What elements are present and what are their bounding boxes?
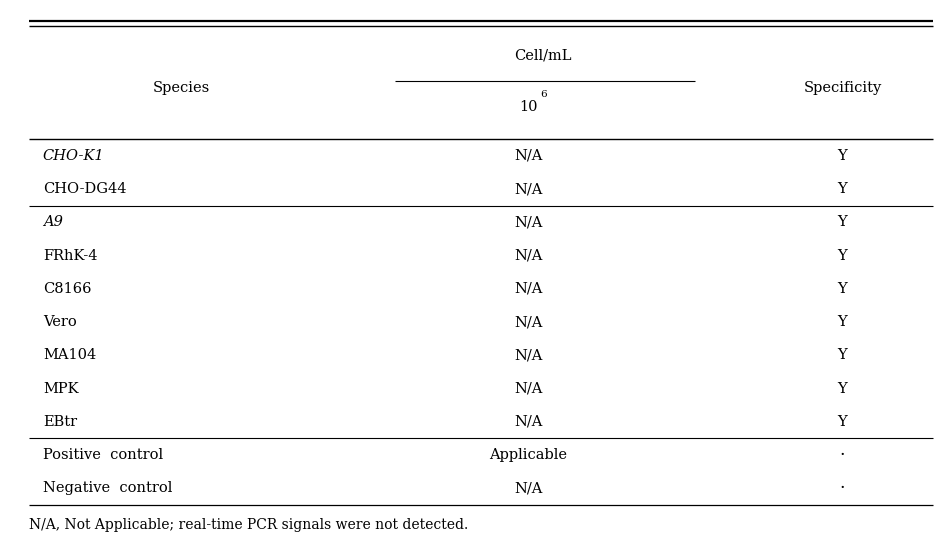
- Text: Vero: Vero: [43, 315, 76, 329]
- Text: N/A: N/A: [514, 215, 543, 229]
- Text: N/A, Not Applicable; real-time PCR signals were not detected.: N/A, Not Applicable; real-time PCR signa…: [29, 518, 467, 532]
- Text: N/A: N/A: [514, 382, 543, 396]
- Text: Species: Species: [152, 81, 209, 95]
- Text: N/A: N/A: [514, 415, 543, 429]
- Text: N/A: N/A: [514, 149, 543, 163]
- Text: Positive  control: Positive control: [43, 448, 163, 462]
- Text: C8166: C8166: [43, 282, 91, 296]
- Text: A9: A9: [43, 215, 63, 229]
- Text: FRhK-4: FRhK-4: [43, 249, 97, 263]
- Text: Y: Y: [838, 382, 847, 396]
- Text: CHO-K1: CHO-K1: [43, 149, 105, 163]
- Text: N/A: N/A: [514, 182, 543, 196]
- Text: N/A: N/A: [514, 481, 543, 495]
- Text: 6: 6: [540, 91, 546, 99]
- Text: Y: Y: [838, 182, 847, 196]
- Text: Y: Y: [838, 282, 847, 296]
- Text: Y: Y: [838, 348, 847, 362]
- Text: 10: 10: [520, 100, 538, 114]
- Text: ·: ·: [840, 480, 845, 497]
- Text: Y: Y: [838, 315, 847, 329]
- Text: EBtr: EBtr: [43, 415, 77, 429]
- Text: Specificity: Specificity: [803, 81, 882, 95]
- Text: ·: ·: [840, 446, 845, 464]
- Text: N/A: N/A: [514, 249, 543, 263]
- Text: Applicable: Applicable: [489, 448, 567, 462]
- Text: MPK: MPK: [43, 382, 78, 396]
- Text: N/A: N/A: [514, 282, 543, 296]
- Text: N/A: N/A: [514, 348, 543, 362]
- Text: Y: Y: [838, 215, 847, 229]
- Text: CHO-DG44: CHO-DG44: [43, 182, 127, 196]
- Text: N/A: N/A: [514, 315, 543, 329]
- Text: Negative  control: Negative control: [43, 481, 172, 495]
- Text: Cell/mL: Cell/mL: [514, 48, 571, 62]
- Text: Y: Y: [838, 415, 847, 429]
- Text: MA104: MA104: [43, 348, 96, 362]
- Text: Y: Y: [838, 249, 847, 263]
- Text: Y: Y: [838, 149, 847, 163]
